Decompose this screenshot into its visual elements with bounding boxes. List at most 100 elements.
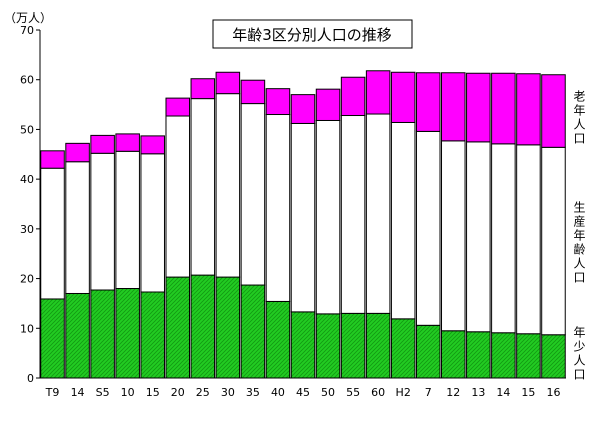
bar-elderly-6 — [190, 78, 216, 100]
bar-youth-7 — [215, 276, 241, 379]
y-tick-label-4: 40 — [20, 173, 34, 186]
bar-youth-3 — [115, 288, 140, 379]
bar-elderly-17 — [466, 72, 491, 143]
bar-working-age-9 — [265, 114, 291, 302]
bar-working-age-11 — [315, 119, 341, 315]
x-tick-label-15: 7 — [425, 386, 432, 399]
bar-elderly-4 — [140, 135, 165, 155]
x-tick-label-7: 30 — [221, 386, 235, 399]
bar-working-age-16 — [441, 140, 466, 332]
y-tick-label-5: 50 — [20, 123, 34, 136]
y-axis-label: （万人） — [4, 11, 52, 25]
bar-elderly-13 — [365, 70, 391, 115]
bar-working-age-19 — [516, 144, 541, 335]
bar-youth-20 — [541, 334, 566, 379]
bar-elderly-18 — [491, 72, 516, 145]
x-tick-label-4: 15 — [146, 386, 160, 399]
bar-youth-14 — [390, 318, 416, 379]
chart-title: 年齢3区分別人口の推移 — [232, 26, 392, 44]
bar-elderly-9 — [265, 88, 291, 116]
plot-area: 0 10 20 30 40 50 60 70 T9 14 S5 10 15 20 25 30 35 40 45 50 5… — [20, 24, 566, 399]
bar-working-age-10 — [290, 122, 316, 313]
bar-working-age-0 — [40, 167, 65, 300]
bar-elderly-2 — [90, 134, 115, 154]
y-tick-label-3: 30 — [20, 223, 34, 236]
bar-youth-13 — [365, 312, 391, 379]
bar-youth-18 — [491, 332, 516, 379]
y-tick-label-2: 20 — [20, 273, 34, 286]
bar-elderly-1 — [65, 142, 90, 163]
x-tick-label-10: 45 — [296, 386, 310, 399]
bar-elderly-8 — [240, 79, 266, 105]
y-tick-label-1: 10 — [20, 322, 34, 335]
bar-elderly-19 — [516, 73, 541, 146]
bar-working-age-5 — [165, 115, 191, 278]
legend-label-youth: 年少人口 — [572, 326, 586, 382]
y-tick-label-6: 60 — [20, 74, 34, 87]
bar-youth-12 — [340, 312, 366, 379]
bar-youth-16 — [441, 330, 466, 379]
x-tick-label-16: 12 — [446, 386, 460, 399]
bar-elderly-16 — [441, 72, 466, 142]
chart-title-box — [212, 19, 413, 49]
x-tick-label-14: H2 — [396, 386, 411, 399]
y-tick-label-0: 0 — [27, 372, 34, 385]
bar-elderly-20 — [541, 74, 566, 148]
bar-working-age-3 — [115, 150, 140, 290]
x-tick-label-12: 55 — [346, 386, 360, 399]
bar-youth-11 — [315, 313, 341, 379]
bar-youth-17 — [466, 331, 491, 379]
bar-youth-10 — [290, 311, 316, 379]
bar-working-age-7 — [215, 93, 241, 278]
x-tick-label-8: 35 — [246, 386, 260, 399]
x-tick-label-6: 25 — [196, 386, 210, 399]
bar-youth-19 — [516, 333, 541, 379]
bar-working-age-6 — [190, 98, 216, 276]
bar-youth-4 — [140, 291, 165, 379]
bar-working-age-4 — [140, 153, 165, 293]
bar-elderly-5 — [165, 97, 191, 117]
x-tick-label-18: 14 — [496, 386, 510, 399]
bar-working-age-20 — [541, 146, 566, 336]
bar-elderly-7 — [215, 71, 241, 95]
bar-elderly-10 — [290, 94, 316, 124]
bar-elderly-11 — [315, 88, 341, 121]
legend-label-working-age: 生産年齢人口 — [572, 201, 586, 285]
x-tick-label-11: 50 — [321, 386, 335, 399]
bar-elderly-12 — [340, 76, 366, 117]
x-tick-label-1: 14 — [71, 386, 85, 399]
bar-youth-15 — [415, 324, 441, 379]
bar-working-age-15 — [415, 130, 441, 326]
bar-working-age-8 — [240, 103, 266, 286]
bar-youth-0 — [40, 298, 65, 379]
bar-working-age-1 — [65, 161, 90, 294]
bar-youth-6 — [190, 274, 216, 379]
bar-working-age-17 — [466, 141, 491, 333]
bar-working-age-2 — [90, 152, 115, 291]
x-tick-label-2: S5 — [96, 386, 110, 399]
bar-elderly-0 — [40, 150, 65, 169]
bar-elderly-3 — [115, 133, 140, 152]
x-tick-label-17: 13 — [471, 386, 485, 399]
legend-label-elderly: 老年人口 — [572, 90, 586, 146]
x-tick-label-13: 60 — [371, 386, 385, 399]
bar-working-age-18 — [491, 143, 516, 334]
y-tick-label-7: 70 — [20, 24, 34, 37]
bar-youth-5 — [165, 276, 191, 379]
bar-youth-8 — [240, 284, 266, 379]
bar-youth-2 — [90, 289, 115, 379]
x-tick-label-19: 15 — [521, 386, 535, 399]
bar-youth-9 — [265, 300, 291, 379]
bar-elderly-14 — [390, 71, 416, 123]
bar-working-age-12 — [340, 115, 366, 314]
x-tick-label-5: 20 — [171, 386, 185, 399]
x-tick-label-20: 16 — [546, 386, 560, 399]
bar-youth-1 — [65, 292, 90, 379]
x-tick-label-3: 10 — [121, 386, 135, 399]
x-tick-label-9: 40 — [271, 386, 285, 399]
bar-working-age-13 — [365, 113, 391, 314]
bar-working-age-14 — [390, 121, 416, 320]
x-tick-label-0: T9 — [45, 386, 60, 399]
